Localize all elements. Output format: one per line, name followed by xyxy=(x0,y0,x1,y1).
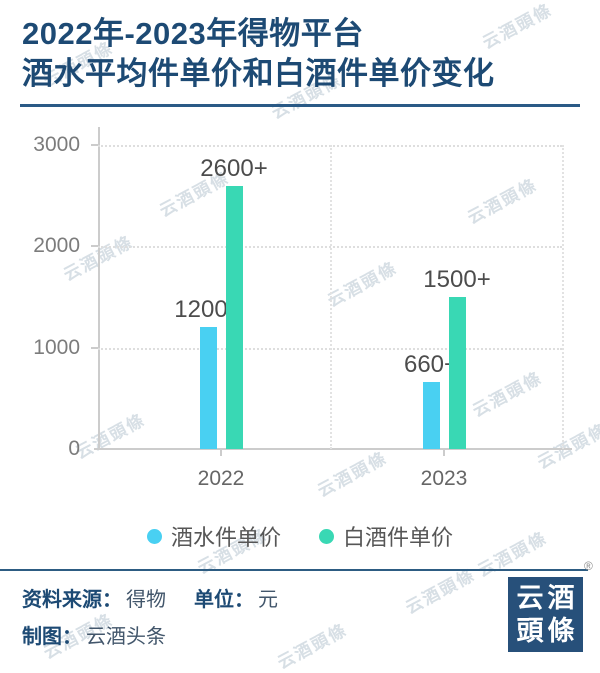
y-axis-label: 1000 xyxy=(33,335,80,359)
y-axis-tick xyxy=(91,346,98,349)
gridline-category-boundary xyxy=(562,145,564,449)
footer-credit-row: 制图： 云酒头条 xyxy=(22,620,166,649)
source-value: 得物 xyxy=(126,589,166,611)
y-axis-label: 2000 xyxy=(33,234,80,258)
logo-line2: 頭條 xyxy=(516,616,579,646)
yunjiu-toutiao-logo: 云酒 頭條 xyxy=(508,577,583,652)
unit-value: 元 xyxy=(258,589,278,611)
x-axis-label-2022: 2022 xyxy=(197,467,245,490)
bar-series0-2023 xyxy=(422,382,440,449)
page-title-line1: 2022年-2023年得物平台 xyxy=(22,16,364,51)
logo-line1: 云酒 xyxy=(516,583,579,613)
x-axis-tick xyxy=(220,450,222,456)
legend-label-jiushui: 酒水件单价 xyxy=(170,525,281,550)
x-axis-line xyxy=(94,448,572,450)
registered-trademark-icon: ® xyxy=(584,559,593,573)
bar-value-label: 2600+ xyxy=(200,155,268,182)
y-axis-label: 3000 xyxy=(33,133,80,156)
bar-series0-2022 xyxy=(199,327,217,449)
x-axis-label-2023: 2023 xyxy=(420,467,468,490)
bar-series1-2023 xyxy=(448,297,466,449)
gridline-category-boundary xyxy=(330,145,332,449)
y-axis-tick xyxy=(91,245,98,248)
y-axis-line xyxy=(98,127,100,449)
footer-divider xyxy=(0,569,588,571)
y-axis-label: 0 xyxy=(68,437,80,460)
x-axis-tick xyxy=(443,450,445,456)
chart-legend: 酒水件单价 白酒件单价 xyxy=(0,520,600,552)
source-label: 资料来源： xyxy=(22,589,122,611)
legend-dot-teal-icon xyxy=(319,528,334,544)
credit-value: 云酒头条 xyxy=(86,626,166,648)
legend-item-baijiu: 白酒件单价 xyxy=(319,520,453,552)
footer-source-row: 资料来源： 得物 单位： 元 xyxy=(22,583,278,612)
y-axis-tick xyxy=(91,144,98,146)
bar-value-label: 1500+ xyxy=(423,266,491,293)
page-title-line2: 酒水平均件单价和白酒件单价变化 xyxy=(22,56,495,91)
unit-label: 单位： xyxy=(194,589,254,611)
legend-label-baijiu: 白酒件单价 xyxy=(343,525,454,550)
legend-item-jiushui: 酒水件单价 xyxy=(146,520,281,552)
bar-series1-2022 xyxy=(225,186,243,449)
legend-dot-blue-icon xyxy=(146,528,162,544)
title-divider xyxy=(20,104,580,107)
credit-label: 制图： xyxy=(22,626,82,648)
